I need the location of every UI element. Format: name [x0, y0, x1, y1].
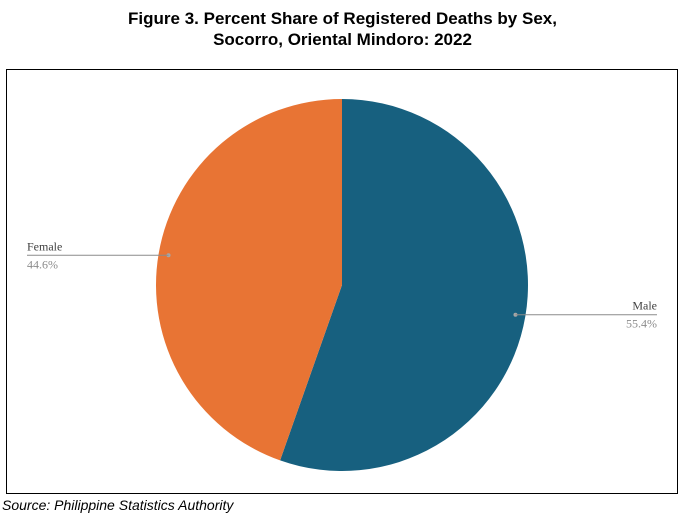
source-note: Source: Philippine Statistics Authority — [2, 497, 234, 513]
pie-labels: Male 55.4% Female 44.6% — [27, 239, 657, 330]
slice-value-male: 55.4% — [626, 317, 657, 331]
slice-label-female: Female — [27, 239, 62, 253]
slice-label-male: Male — [632, 299, 657, 313]
pie-leader-lines — [27, 253, 657, 317]
pie-slices — [155, 99, 528, 471]
slice-value-female: 44.6% — [27, 257, 58, 271]
chart-title-line-1: Figure 3. Percent Share of Registered De… — [128, 9, 557, 28]
chart-frame: Male 55.4% Female 44.6% — [6, 69, 678, 494]
chart-title: Figure 3. Percent Share of Registered De… — [0, 8, 685, 50]
pie-slice-female — [155, 99, 342, 461]
pie-chart: Male 55.4% Female 44.6% — [27, 99, 657, 471]
chart-title-line-2: Socorro, Oriental Mindoro: 2022 — [213, 30, 472, 49]
pie-slice-male — [280, 99, 528, 471]
